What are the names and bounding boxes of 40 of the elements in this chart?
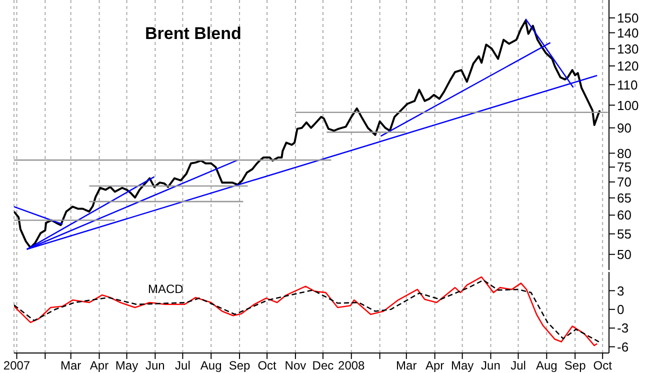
- x-tick-label: May: [450, 358, 474, 373]
- y-tick-label: 80: [617, 146, 632, 161]
- y-tick-label: 50: [617, 246, 632, 262]
- x-tick-label: Aug: [536, 358, 558, 373]
- y-tick-label: 110: [617, 77, 638, 92]
- y-tick-label: 75: [617, 160, 632, 175]
- y-tick-label: 120: [617, 58, 639, 74]
- x-tick-label: Jul: [175, 358, 190, 373]
- x-tick-label: Dec: [312, 358, 334, 373]
- y-tick-label: 100: [617, 98, 639, 113]
- y-tick-label: 55: [617, 226, 632, 242]
- y-tick-label: 65: [617, 190, 632, 206]
- x-tick-label: Mar: [60, 358, 82, 373]
- y-tick-label: 90: [617, 120, 632, 136]
- text: MACD: [148, 282, 184, 296]
- x-tick-label: Oct: [593, 358, 613, 373]
- x-tick-label: Nov: [284, 358, 306, 373]
- x-tick-label: 2007: [3, 358, 30, 373]
- text: Brent Blend: [145, 24, 242, 44]
- x-tick-label: Sep: [564, 358, 586, 373]
- y-tick-label: 0: [617, 302, 624, 317]
- x-tick-label: Jul: [510, 358, 526, 373]
- y-tick-label: 60: [617, 208, 632, 223]
- x-tick-label: 2008: [338, 358, 366, 373]
- y-tick-label: -3: [617, 320, 629, 336]
- x-tick-label: Oct: [258, 358, 278, 373]
- x-tick-label: Mar: [396, 358, 417, 373]
- x-tick-label: May: [115, 358, 138, 373]
- x-tick-label: Jun: [481, 358, 500, 373]
- x-tick-label: Jun: [146, 358, 165, 373]
- y-tick-label: 140: [617, 25, 639, 40]
- x-tick-label: Apr: [90, 358, 109, 373]
- y-tick-label: 150: [617, 10, 639, 26]
- y-tick-label: 3: [617, 283, 624, 298]
- x-tick-label: Apr: [425, 358, 444, 373]
- y-tick-label: 70: [617, 174, 632, 190]
- y-tick-label: 130: [617, 41, 639, 56]
- x-tick-label: Sep: [228, 358, 251, 373]
- x-tick-label: Aug: [200, 358, 222, 373]
- y-tick-label: -6: [617, 339, 629, 354]
